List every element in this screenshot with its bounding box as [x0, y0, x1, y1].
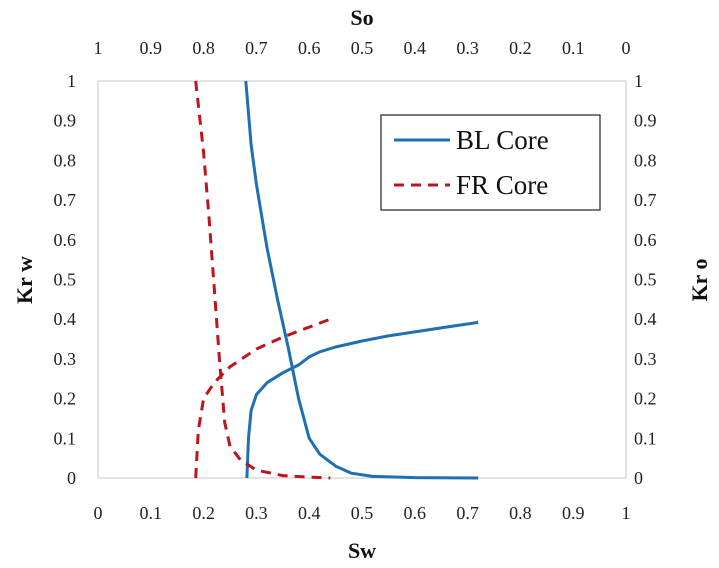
x-axis-ticks: 0 0.1 0.2 0.3 0.4 0.5 0.6 0.7 0.8 0.9 1: [94, 503, 631, 523]
y-tick-label: 0.7: [54, 190, 77, 210]
x2-tick-label: 0: [622, 38, 631, 58]
y-tick-label: 0.8: [54, 150, 77, 170]
x-tick-label: 0.5: [351, 503, 374, 523]
y2-tick-label: 0.7: [634, 190, 657, 210]
y2-tick-label: 0.2: [634, 389, 657, 409]
legend: BL Core FR Core: [380, 114, 601, 211]
x2-tick-label: 0.4: [404, 38, 427, 58]
y-tick-label: 0.3: [54, 349, 77, 369]
y-axis-title: Kr w: [12, 256, 37, 304]
x2-tick-label: 0.7: [245, 38, 268, 58]
x2-axis-title: So: [350, 5, 373, 30]
x2-tick-label: 0.8: [192, 38, 215, 58]
y2-axis-ticks: 0 0.1 0.2 0.3 0.4 0.5 0.6 0.7 0.8 0.9 1: [634, 71, 657, 488]
x2-tick-label: 0.3: [456, 38, 479, 58]
y2-tick-label: 0.3: [634, 349, 657, 369]
y2-tick-label: 1: [634, 71, 643, 91]
series-line-bl-core-krw: [245, 320, 479, 479]
x-tick-label: 0.4: [298, 503, 321, 523]
x-tick-label: 0.1: [140, 503, 163, 523]
x-axis-title: Sw: [348, 538, 376, 563]
x-tick-label: 0.6: [404, 503, 427, 523]
y-tick-label: 0.1: [54, 428, 77, 448]
y-axis-ticks: 0 0.1 0.2 0.3 0.4 0.5 0.6 0.7 0.8 0.9 1: [54, 71, 77, 488]
y2-tick-label: 0.5: [634, 270, 657, 290]
plot-area: [97, 80, 627, 479]
y-tick-label: 0.5: [54, 270, 77, 290]
x-tick-label: 0.9: [562, 503, 585, 523]
x-tick-label: 0.2: [192, 503, 215, 523]
y2-tick-label: 0.1: [634, 428, 657, 448]
y-tick-label: 0.9: [54, 111, 77, 131]
x2-tick-label: 0.1: [562, 38, 585, 58]
y2-tick-label: 0.8: [634, 150, 657, 170]
x2-tick-label: 0.6: [298, 38, 321, 58]
x2-tick-label: 1: [94, 38, 103, 58]
series-line-bl-core-kro: [244, 80, 479, 480]
x-tick-label: 0.3: [245, 503, 268, 523]
series-layer: [194, 80, 479, 480]
y-tick-label: 0.4: [54, 309, 77, 329]
y2-tick-label: 0.6: [634, 230, 657, 250]
y2-tick-label: 0: [634, 468, 643, 488]
legend-label-bl-core: BL Core: [456, 125, 549, 155]
y-tick-label: 0: [67, 468, 76, 488]
x2-tick-label: 0.5: [351, 38, 374, 58]
y-tick-label: 1: [67, 71, 76, 91]
y-tick-label: 0.6: [54, 230, 77, 250]
x-tick-label: 0.8: [509, 503, 532, 523]
x2-axis-ticks: 1 0.9 0.8 0.7 0.6 0.5 0.4 0.3 0.2 0.1 0: [94, 38, 631, 58]
series-line-fr-core-krw: [194, 317, 331, 479]
legend-box: [380, 114, 601, 211]
y-tick-label: 0.2: [54, 389, 77, 409]
y2-tick-label: 0.4: [634, 309, 657, 329]
y2-axis-title: Kr o: [687, 259, 712, 302]
y2-tick-label: 0.9: [634, 111, 657, 131]
x-tick-label: 1: [622, 503, 631, 523]
x-tick-label: 0.7: [456, 503, 479, 523]
x-tick-label: 0: [94, 503, 103, 523]
x2-tick-label: 0.9: [140, 38, 163, 58]
legend-label-fr-core: FR Core: [456, 170, 548, 200]
x2-tick-label: 0.2: [509, 38, 532, 58]
series-line-fr-core-kro: [194, 80, 331, 480]
